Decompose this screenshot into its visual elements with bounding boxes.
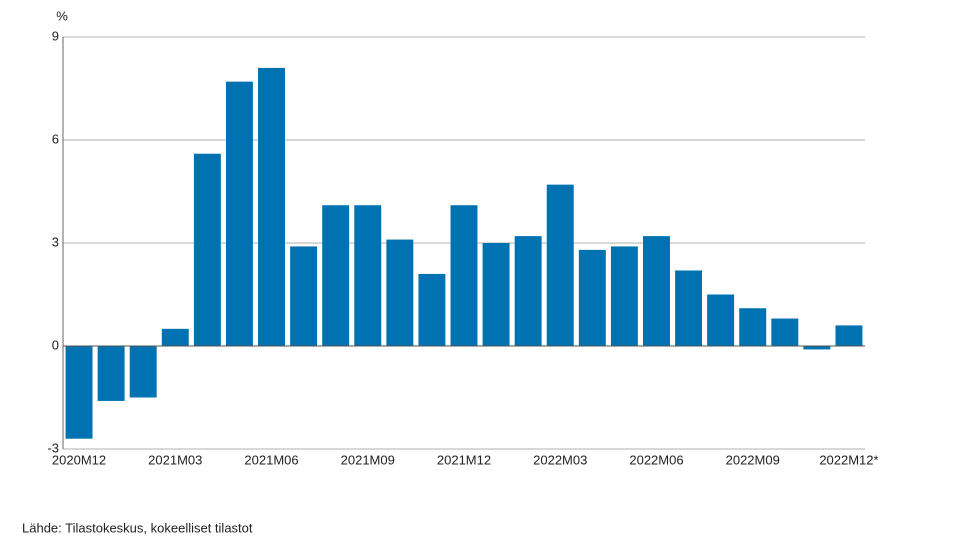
bar — [322, 205, 350, 346]
bar — [835, 325, 863, 346]
x-tick-label: 2021M03 — [148, 452, 202, 467]
x-tick-label: 2022M12* — [819, 452, 878, 467]
bar — [739, 308, 767, 346]
bar — [643, 236, 670, 346]
y-unit: % — [56, 8, 68, 23]
bar — [482, 243, 510, 346]
bar — [707, 294, 735, 346]
y-tick-label: 9 — [52, 28, 59, 43]
x-tick-label: 2021M09 — [341, 452, 395, 467]
bar — [514, 236, 542, 346]
y-tick-label: 3 — [52, 234, 59, 249]
bar — [546, 184, 574, 346]
bar — [675, 270, 703, 346]
x-tick-label: 2022M09 — [726, 452, 780, 467]
x-tick-label: 2021M06 — [244, 452, 298, 467]
bar — [97, 346, 125, 401]
bar — [225, 81, 253, 346]
y-tick-label: -3 — [47, 440, 59, 455]
y-tick-label: 0 — [52, 337, 59, 352]
bar — [161, 328, 189, 346]
bar — [418, 273, 446, 346]
x-tick-label: 2022M06 — [629, 452, 683, 467]
bar — [290, 246, 318, 346]
bar — [771, 318, 799, 346]
bar — [610, 246, 638, 346]
bar — [386, 239, 414, 346]
bar — [258, 67, 285, 347]
source: Lähde: Tilastokeskus, kokeelliset tilast… — [22, 520, 253, 535]
bar — [193, 153, 221, 346]
x-tick-label: 2022M03 — [533, 452, 587, 467]
x-tick-label: 2021M12 — [437, 452, 491, 467]
y-tick-label: 6 — [52, 131, 59, 146]
bar — [354, 205, 382, 346]
x-tick-label: 2020M12 — [52, 452, 106, 467]
bar — [65, 346, 93, 439]
bar — [803, 346, 831, 350]
bar — [450, 205, 478, 346]
bar — [129, 346, 157, 398]
bar — [578, 249, 606, 346]
